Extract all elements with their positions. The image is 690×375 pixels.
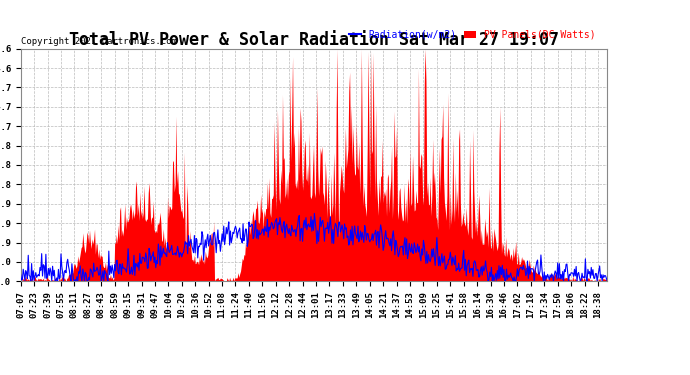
Legend: Radiation(w/m2), PV Panels(DC Watts): Radiation(w/m2), PV Panels(DC Watts) — [345, 26, 600, 44]
Title: Total PV Power & Solar Radiation Sat Mar 27 19:07: Total PV Power & Solar Radiation Sat Mar… — [69, 31, 559, 49]
Text: Copyright 2021 Cartronics.com: Copyright 2021 Cartronics.com — [21, 38, 177, 46]
